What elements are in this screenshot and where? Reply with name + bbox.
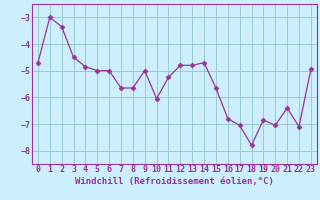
X-axis label: Windchill (Refroidissement éolien,°C): Windchill (Refroidissement éolien,°C) (75, 177, 274, 186)
